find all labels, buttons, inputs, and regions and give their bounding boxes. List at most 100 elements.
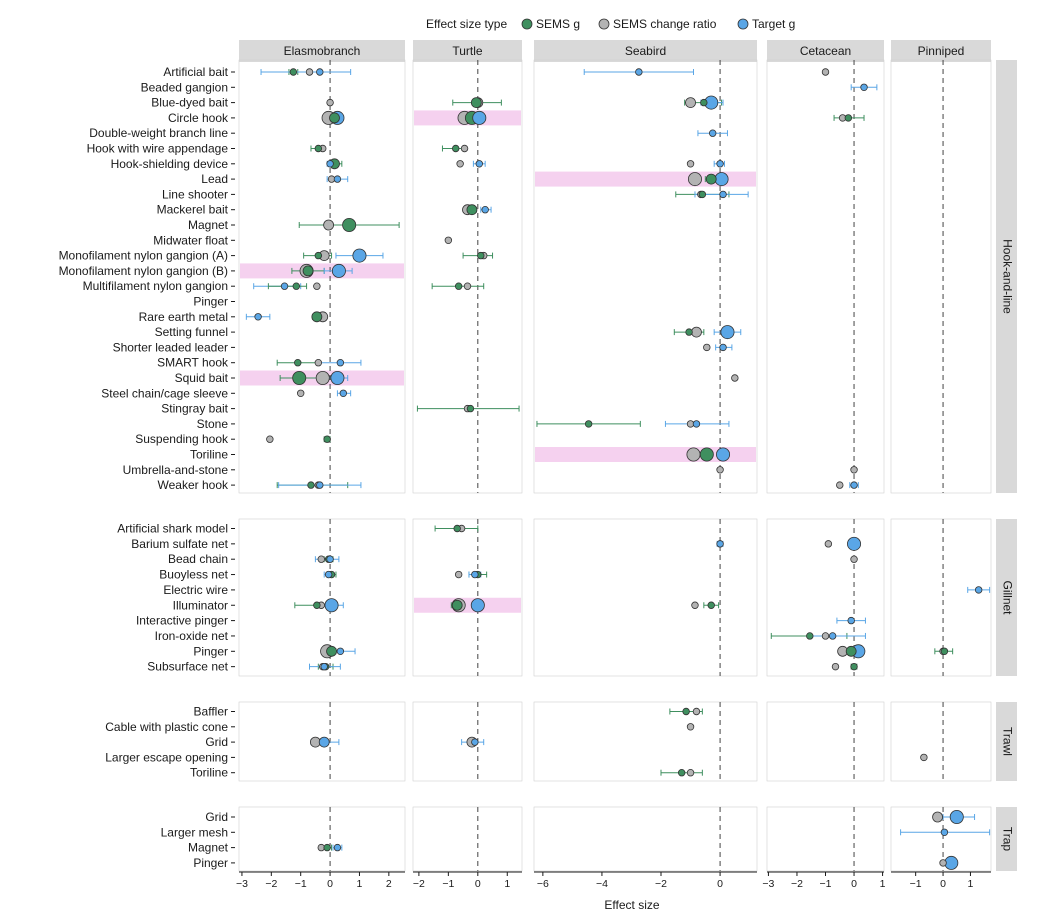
x-tick-label: 1 bbox=[968, 878, 974, 890]
x-tick-label: −1 bbox=[820, 878, 832, 890]
point-sems_g bbox=[323, 435, 331, 443]
point-target_g bbox=[471, 738, 479, 746]
row-label: Magnet bbox=[188, 218, 229, 232]
point-sems_g bbox=[452, 144, 460, 153]
point-target_g bbox=[716, 540, 724, 548]
point-sems_g bbox=[698, 190, 707, 199]
row-label: Artificial shark model bbox=[117, 522, 228, 536]
point-target_g bbox=[716, 160, 724, 168]
point-target_g bbox=[316, 68, 324, 76]
panel-border bbox=[766, 59, 885, 494]
facet-strips: Elasmobranch Turtle Seabird Cetacean Pinnipe… bbox=[239, 40, 1017, 871]
x-tick-label: 1 bbox=[880, 878, 886, 890]
panel-border bbox=[890, 518, 992, 677]
point-ratio bbox=[686, 447, 701, 462]
point-target_g bbox=[635, 68, 643, 76]
point-sems_g bbox=[940, 647, 949, 655]
data-points bbox=[245, 68, 991, 870]
point-sems_g bbox=[314, 251, 323, 260]
point-sems_g bbox=[699, 447, 714, 462]
point-ratio bbox=[939, 859, 947, 867]
panel-border bbox=[238, 701, 406, 782]
point-target_g bbox=[339, 389, 348, 397]
point-target_g bbox=[860, 83, 868, 91]
point-target_g bbox=[324, 598, 339, 613]
panel-border bbox=[412, 806, 523, 872]
row-label: Larger escape opening bbox=[105, 750, 228, 764]
row-label: Pinger bbox=[193, 295, 228, 309]
point-sems_g bbox=[845, 645, 857, 657]
point-ratio bbox=[691, 601, 699, 609]
point-ratio bbox=[686, 769, 695, 777]
row-label: Toriline bbox=[190, 448, 228, 462]
point-target_g bbox=[326, 160, 334, 168]
x-tick-label: 0 bbox=[940, 878, 946, 890]
x-tick-label: −3 bbox=[236, 878, 248, 890]
point-target_g bbox=[316, 481, 324, 489]
point-ratio bbox=[266, 435, 274, 443]
row-label: Bead chain bbox=[168, 552, 228, 566]
x-tick-label: −6 bbox=[537, 878, 549, 890]
point-target_g bbox=[336, 647, 345, 655]
row-label: Subsurface net bbox=[147, 660, 228, 674]
column-strip bbox=[891, 40, 991, 62]
point-ratio bbox=[691, 326, 702, 338]
point-ratio bbox=[460, 144, 469, 153]
point-target_g bbox=[331, 263, 346, 278]
point-target_g bbox=[336, 359, 345, 367]
point-sems_g bbox=[477, 251, 485, 260]
column-strip-label: Pinniped bbox=[918, 44, 965, 58]
x-tick-label: −4 bbox=[596, 878, 608, 890]
highlight-band bbox=[535, 447, 756, 462]
panel-border bbox=[533, 701, 758, 782]
row-label: Multifilament nylon gangion bbox=[83, 279, 228, 293]
row-label: Stingray bait bbox=[161, 402, 228, 416]
panel-border bbox=[766, 518, 885, 677]
row-label: Artificial bait bbox=[163, 65, 228, 79]
row-label: Iron-oxide net bbox=[155, 629, 229, 643]
row-label: Beaded gangion bbox=[141, 80, 228, 94]
row-label: Magnet bbox=[188, 841, 229, 855]
x-tick-label: −1 bbox=[295, 878, 307, 890]
panel-border bbox=[533, 806, 758, 872]
column-strip-label: Turtle bbox=[452, 44, 483, 58]
point-ratio bbox=[716, 466, 724, 474]
point-sems_g bbox=[466, 404, 475, 413]
point-ratio bbox=[323, 219, 335, 231]
row-label: Pinger bbox=[193, 644, 228, 658]
panel-border bbox=[890, 806, 992, 872]
point-sems_g bbox=[677, 769, 686, 777]
row-label: Buoyless net bbox=[159, 568, 228, 582]
row-label: Cable with plastic cone bbox=[105, 720, 228, 734]
point-target_g bbox=[714, 172, 729, 187]
point-target_g bbox=[280, 282, 289, 290]
row-label: Double-weight branch line bbox=[89, 126, 228, 140]
point-ratio bbox=[315, 370, 330, 385]
panel-border bbox=[412, 59, 523, 494]
panel-border bbox=[890, 59, 992, 494]
row-label: Steel chain/cage sleeve bbox=[101, 386, 228, 400]
row-label: Circle hook bbox=[168, 111, 229, 125]
row-label: Blue-dyed bait bbox=[151, 96, 228, 110]
row-label: Monofilament nylon gangion (A) bbox=[59, 249, 228, 263]
group-strip bbox=[996, 60, 1017, 493]
row-label: Barium sulfate net bbox=[131, 537, 228, 551]
panel-border bbox=[238, 806, 406, 872]
point-sems_g bbox=[850, 662, 858, 671]
panel-border bbox=[412, 701, 523, 782]
point-target_g bbox=[471, 570, 479, 579]
group-strip bbox=[996, 807, 1017, 871]
point-ratio bbox=[686, 723, 695, 731]
point-target_g bbox=[320, 662, 328, 671]
row-label: SMART hook bbox=[157, 356, 229, 370]
point-sems_g bbox=[454, 282, 463, 290]
point-ratio bbox=[686, 160, 695, 168]
point-ratio bbox=[731, 374, 739, 382]
point-target_g bbox=[333, 843, 342, 852]
legend: Effect size type SEMS g SEMS change ratio… bbox=[426, 17, 795, 31]
point-target_g bbox=[719, 343, 727, 352]
point-target_g bbox=[828, 632, 837, 640]
panel-border bbox=[238, 518, 406, 677]
point-sems_g bbox=[313, 601, 321, 609]
